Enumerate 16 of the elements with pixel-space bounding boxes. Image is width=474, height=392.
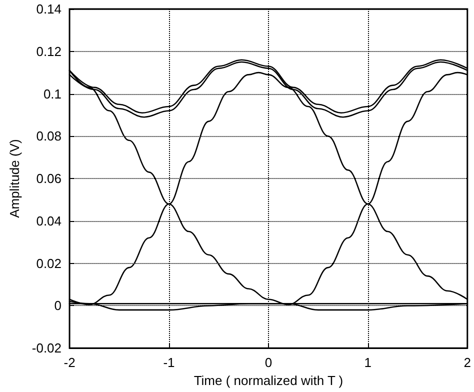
x-axis-title: Time ( normalized with T ) (194, 373, 344, 388)
x-tick-label: 2 (464, 355, 471, 370)
y-tick-label: 0.08 (36, 128, 62, 144)
x-tick-label: -2 (64, 355, 76, 370)
y-tick-label: 0.06 (36, 171, 62, 186)
y-tick-label: 0.1 (43, 86, 62, 102)
y-axis-title: Amplitude (V) (7, 139, 22, 218)
y-tick-label: 0.14 (36, 2, 62, 16)
x-tick-label: 1 (364, 355, 372, 370)
y-tick-label: 0.02 (36, 256, 62, 271)
y-tick-label: 0.04 (36, 213, 62, 228)
y-tick-label: 0.12 (36, 44, 62, 59)
x-tick-label: -1 (163, 355, 175, 370)
x-tick-label: 0 (264, 355, 272, 370)
y-tick-label: 0 (54, 298, 62, 314)
y-tick-label: -0.02 (32, 340, 62, 356)
